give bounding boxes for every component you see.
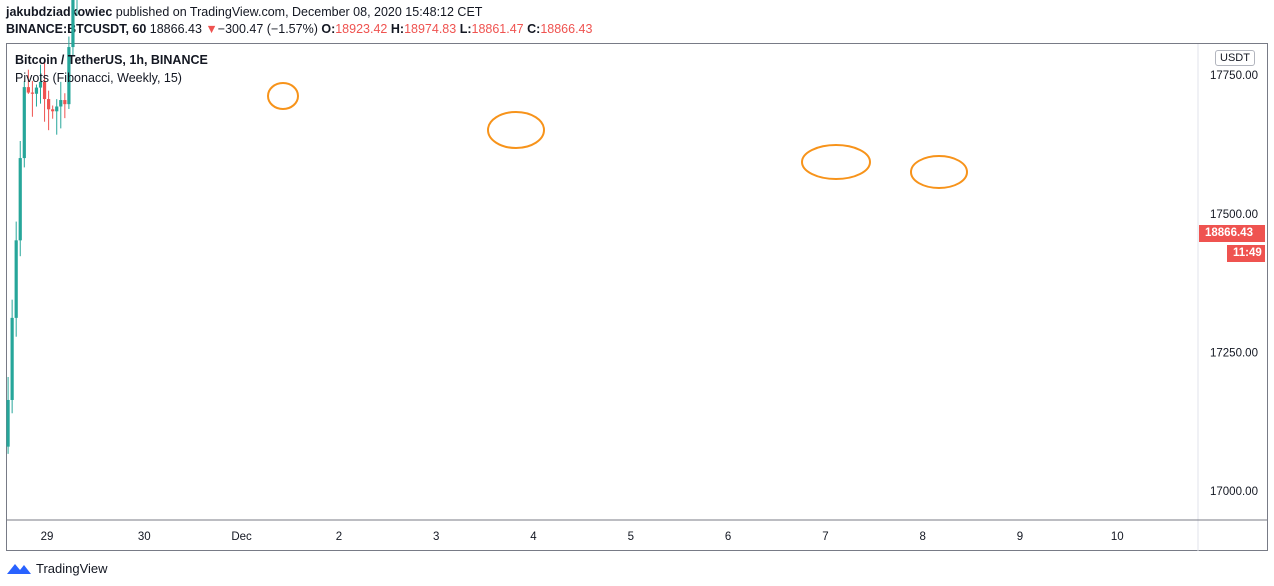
- time-tick-label: 6: [725, 531, 731, 543]
- candle-body: [38, 81, 43, 88]
- time-tick-label: 29: [41, 531, 54, 543]
- annotation-circle[interactable]: [910, 155, 968, 189]
- tradingview-logo-icon: [7, 564, 31, 574]
- candle-body: [30, 92, 35, 94]
- candle-body: [26, 87, 30, 93]
- open-value: 18923.42: [335, 22, 388, 36]
- candle-body: [51, 109, 55, 112]
- candle-body: [59, 100, 63, 107]
- time-tick-label: 5: [628, 531, 634, 543]
- bar-countdown-tag: 11:49: [1227, 245, 1265, 262]
- currency-button[interactable]: USDT: [1215, 50, 1255, 66]
- candle-body: [14, 240, 18, 318]
- chart-frame: [6, 43, 1268, 551]
- annotation-circle[interactable]: [801, 144, 871, 180]
- change-value: −300.47 (−1.57%): [217, 22, 318, 36]
- candle-body: [63, 100, 67, 105]
- indicator-legend[interactable]: Pivots (Fibonacci, Weekly, 15): [15, 71, 182, 85]
- publish-info: jakubdziadkowiec published on TradingVie…: [6, 5, 482, 19]
- time-tick-label: 10: [1111, 531, 1124, 543]
- price-tick-label: 17250.00: [1210, 347, 1258, 359]
- candle-body: [47, 99, 51, 110]
- time-tick-label: 30: [138, 531, 151, 543]
- ohlc-line: BINANCE:BTCUSDT, 60 18866.43 ▼−300.47 (−…: [6, 22, 592, 36]
- time-tick-label: 3: [433, 531, 439, 543]
- high-value: 18974.83: [404, 22, 457, 36]
- time-tick-label: 7: [822, 531, 828, 543]
- candle-body: [67, 47, 71, 105]
- candle-body: [18, 158, 22, 241]
- time-tick-label: 2: [336, 531, 342, 543]
- price-tick-label: 17000.00: [1210, 486, 1258, 498]
- low-label: L:: [459, 22, 472, 36]
- footer-brand: TradingView: [36, 560, 108, 576]
- annotation-circle[interactable]: [487, 111, 545, 149]
- close-value: 18866.43: [540, 22, 593, 36]
- time-tick-label: 9: [1017, 531, 1023, 543]
- low-value: 18861.47: [471, 22, 524, 36]
- candle-body: [22, 87, 26, 159]
- time-tick-label: Dec: [231, 531, 252, 543]
- time-tick-label: 8: [919, 531, 925, 543]
- candle-body: [6, 399, 10, 447]
- candle-body: [10, 317, 14, 400]
- candle-body: [34, 87, 39, 94]
- time-tick-label: 4: [530, 531, 537, 543]
- last-price: 18866.43: [149, 22, 202, 36]
- annotation-circle[interactable]: [267, 82, 299, 110]
- close-label: C:: [527, 22, 541, 36]
- candle-body: [55, 106, 59, 112]
- open-label: O:: [321, 22, 336, 36]
- last-price-tag: 18866.43: [1199, 225, 1265, 242]
- tradingview-footer[interactable]: TradingView: [6, 558, 108, 578]
- price-tick-label: 17750.00: [1210, 70, 1258, 82]
- high-label: H:: [390, 22, 405, 36]
- candle-body: [42, 81, 47, 100]
- down-arrow-icon: ▼: [205, 22, 218, 36]
- author-name: jakubdziadkowiec: [6, 5, 113, 19]
- symbol-label: BINANCE:BTCUSDT, 60: [6, 22, 147, 36]
- candle-body: [71, 0, 75, 48]
- price-tick-label: 17500.00: [1210, 209, 1258, 221]
- published-text: published on TradingView.com, December 0…: [115, 5, 483, 19]
- chart-legend-title: Bitcoin / TetherUS, 1h, BINANCE: [15, 53, 208, 67]
